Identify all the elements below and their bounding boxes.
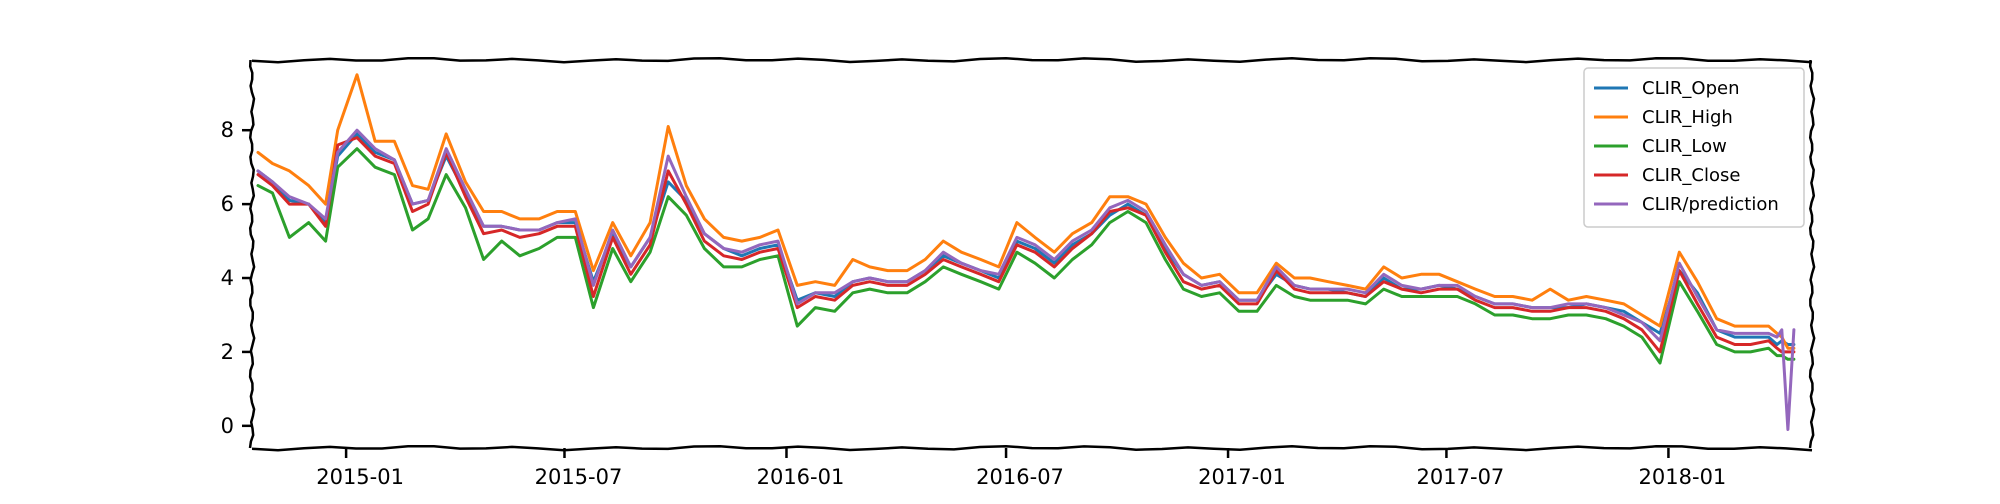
series-line-clir-close	[256, 136, 1796, 354]
x-tick-label: 2015-01	[316, 465, 404, 489]
y-tick-label: 2	[221, 340, 234, 364]
axes-layer: 0 2 4 6 8 2015-01 2015-07 2016-01 2016-07 2017-01…	[221, 56, 1816, 489]
x-tick-label: 2015-07	[535, 465, 623, 489]
legend: CLIR_Open CLIR_High CLIR_Low CLIR_Close CLIR…	[1583, 67, 1805, 228]
axis-frame-right	[1808, 59, 1816, 449]
legend-label: CLIR_Low	[1642, 136, 1727, 157]
series-line-clir-open	[256, 132, 1796, 346]
axis-frame-top	[251, 56, 1813, 64]
series-line-clir-low	[256, 147, 1796, 365]
x-tick-label: 2016-01	[757, 465, 845, 489]
x-tick-label: 2017-07	[1417, 465, 1505, 489]
legend-label: CLIR_High	[1642, 107, 1733, 128]
x-tick-label: 2018-01	[1639, 465, 1727, 489]
y-tick-label: 0	[221, 414, 234, 438]
legend-label: CLIR/prediction	[1642, 194, 1779, 215]
axis-frame-left	[248, 59, 256, 449]
legend-label: CLIR_Close	[1642, 165, 1740, 186]
x-tick-label: 2016-07	[976, 465, 1064, 489]
y-tick-label: 6	[221, 192, 234, 216]
series-layer	[256, 73, 1796, 431]
x-tick-label: 2017-01	[1198, 465, 1286, 489]
y-tick-label: 8	[221, 118, 234, 142]
legend-box	[1583, 67, 1805, 228]
axis-frame-bottom	[251, 444, 1813, 452]
y-tick-label: 4	[221, 266, 234, 290]
series-line-clir-high	[256, 73, 1796, 350]
series-line-clir-prediction	[256, 128, 1796, 431]
legend-label: CLIR_Open	[1642, 78, 1740, 99]
